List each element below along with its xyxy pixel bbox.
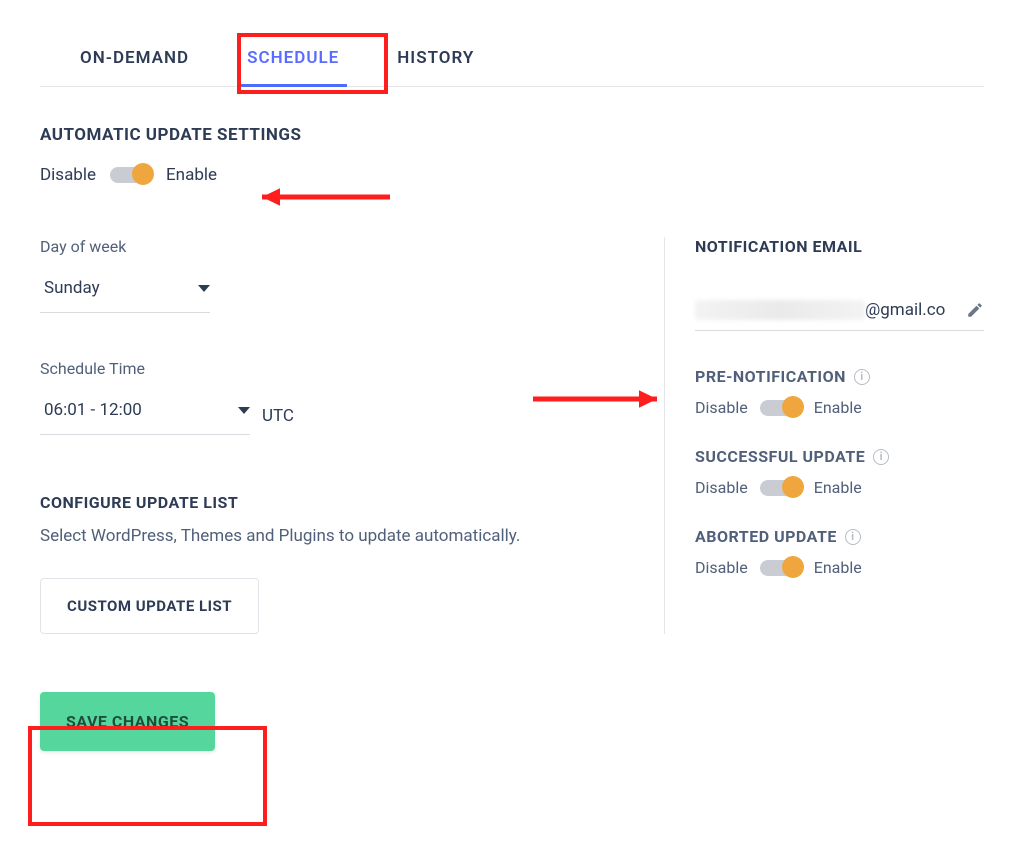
email-suffix: @gmail.co xyxy=(865,300,945,320)
aborted-update-block: ABORTED UPDATE i Disable Enable xyxy=(695,527,984,577)
custom-update-list-button[interactable]: CUSTOM UPDATE LIST xyxy=(40,578,259,634)
schedule-time-label: Schedule Time xyxy=(40,359,634,378)
aborted-update-title: ABORTED UPDATE xyxy=(695,527,837,546)
info-icon[interactable]: i xyxy=(873,449,889,465)
email-redacted xyxy=(695,300,865,320)
configure-title: CONFIGURE UPDATE LIST xyxy=(40,493,634,512)
toggle-knob xyxy=(782,556,804,578)
successful-update-block: SUCCESSFUL UPDATE i Disable Enable xyxy=(695,447,984,497)
toggle-knob xyxy=(132,163,154,185)
configure-desc: Select WordPress, Themes and Plugins to … xyxy=(40,526,634,546)
tab-history[interactable]: HISTORY xyxy=(397,30,474,86)
enable-label: Enable xyxy=(814,398,862,417)
tabs-bar: ON-DEMAND SCHEDULE HISTORY xyxy=(40,30,984,87)
chevron-down-icon xyxy=(198,285,210,292)
auto-update-title: AUTOMATIC UPDATE SETTINGS xyxy=(40,125,984,145)
notification-email-row: @gmail.co xyxy=(695,300,984,331)
successful-update-toggle[interactable] xyxy=(760,480,802,496)
enable-label: Enable xyxy=(814,478,862,497)
disable-label: Disable xyxy=(695,558,748,577)
save-changes-button[interactable]: SAVE CHANGES xyxy=(40,692,215,751)
disable-label: Disable xyxy=(40,165,96,185)
chevron-down-icon xyxy=(238,407,250,414)
toggle-knob xyxy=(782,396,804,418)
timezone-label: UTC xyxy=(262,406,294,426)
pre-notification-toggle[interactable] xyxy=(760,400,802,416)
tab-on-demand[interactable]: ON-DEMAND xyxy=(80,30,189,86)
day-of-week-select[interactable]: Sunday xyxy=(40,274,210,313)
pre-notification-block: PRE-NOTIFICATION i Disable Enable xyxy=(695,367,984,417)
schedule-time-value: 06:01 - 12:00 xyxy=(44,400,142,420)
info-icon[interactable]: i xyxy=(845,529,861,545)
pre-notification-title: PRE-NOTIFICATION xyxy=(695,367,846,386)
info-icon[interactable]: i xyxy=(854,369,870,385)
aborted-update-toggle[interactable] xyxy=(760,560,802,576)
day-of-week-value: Sunday xyxy=(44,278,100,298)
notification-email-title: NOTIFICATION EMAIL xyxy=(695,237,984,256)
disable-label: Disable xyxy=(695,398,748,417)
successful-update-title: SUCCESSFUL UPDATE xyxy=(695,447,865,466)
enable-label: Enable xyxy=(814,558,862,577)
schedule-time-select[interactable]: 06:01 - 12:00 xyxy=(40,396,250,435)
day-of-week-label: Day of week xyxy=(40,237,634,256)
auto-update-toggle-row: Disable Enable xyxy=(40,165,984,185)
auto-update-toggle[interactable] xyxy=(110,167,152,183)
disable-label: Disable xyxy=(695,478,748,497)
edit-email-icon[interactable] xyxy=(966,301,984,319)
tab-schedule[interactable]: SCHEDULE xyxy=(247,30,339,86)
enable-label: Enable xyxy=(166,165,217,185)
toggle-knob xyxy=(782,476,804,498)
